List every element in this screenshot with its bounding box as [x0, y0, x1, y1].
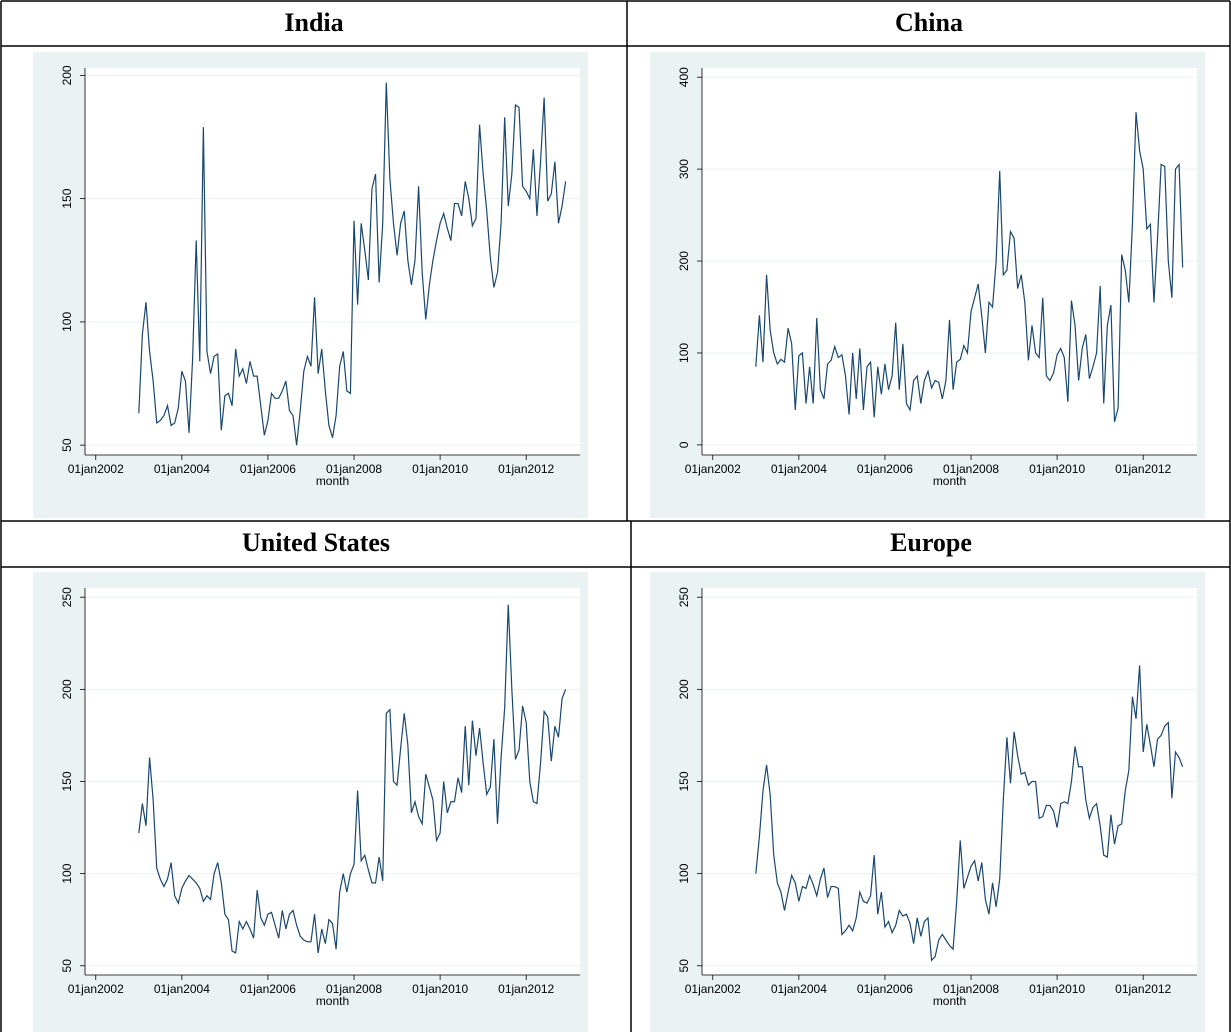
y-tick-label: 100	[677, 863, 691, 883]
x-tick-label: 01jan2004	[154, 982, 210, 996]
x-tick-label: 01jan2010	[412, 462, 468, 476]
x-tick-label: 01jan2004	[771, 982, 827, 996]
x-tick-label: 01jan2006	[240, 982, 296, 996]
y-tick-label: 50	[60, 438, 74, 452]
y-tick-label: 50	[677, 959, 691, 973]
panel-title: China	[895, 8, 963, 37]
x-tick-label: 01jan2006	[857, 982, 913, 996]
x-tick-label: 01jan2002	[68, 982, 124, 996]
panel-title: India	[284, 8, 343, 37]
x-tick-label: 01jan2004	[771, 462, 827, 476]
x-tick-label: 01jan2008	[326, 462, 382, 476]
y-tick-label: 150	[60, 188, 74, 208]
panel-title: Europe	[890, 528, 972, 557]
x-tick-label: 01jan2006	[240, 462, 296, 476]
y-tick-label: 250	[60, 587, 74, 607]
x-tick-label: 01jan2010	[1029, 982, 1085, 996]
x-tick-label: 01jan2002	[685, 462, 741, 476]
panel-title: United States	[242, 528, 390, 557]
y-tick-label: 200	[677, 251, 691, 271]
x-axis-title: month	[933, 994, 966, 1008]
data-line	[755, 665, 1184, 962]
y-tick-label: 300	[677, 159, 691, 179]
y-tick-label: 400	[677, 67, 691, 87]
x-tick-label: 01jan2012	[498, 982, 554, 996]
x-tick-label: 01jan2008	[943, 982, 999, 996]
plot-area	[85, 68, 580, 455]
x-tick-label: 01jan2002	[68, 462, 124, 476]
x-axis-title: month	[316, 474, 349, 488]
y-tick-label: 100	[677, 343, 691, 363]
x-tick-label: 01jan2012	[1115, 462, 1171, 476]
x-axis-title: month	[933, 474, 966, 488]
x-tick-label: 01jan2006	[857, 462, 913, 476]
x-tick-label: 01jan2012	[1115, 982, 1171, 996]
y-tick-label: 100	[60, 863, 74, 883]
x-axis-title: month	[316, 994, 349, 1008]
x-tick-label: 01jan2010	[412, 982, 468, 996]
x-tick-label: 01jan2002	[685, 982, 741, 996]
data-line	[138, 82, 567, 446]
x-tick-label: 01jan2012	[498, 462, 554, 476]
y-tick-label: 100	[60, 312, 74, 332]
x-tick-label: 01jan2010	[1029, 462, 1085, 476]
x-tick-label: 01jan2008	[943, 462, 999, 476]
y-tick-label: 200	[677, 679, 691, 699]
x-tick-label: 01jan2008	[326, 982, 382, 996]
y-tick-label: 0	[677, 441, 691, 448]
y-tick-label: 200	[60, 679, 74, 699]
y-tick-label: 50	[60, 959, 74, 973]
y-tick-label: 250	[677, 587, 691, 607]
x-tick-label: 01jan2004	[154, 462, 210, 476]
y-tick-label: 150	[60, 771, 74, 791]
data-line	[138, 604, 567, 954]
data-line	[755, 112, 1184, 423]
y-tick-label: 200	[60, 65, 74, 85]
y-tick-label: 150	[677, 771, 691, 791]
